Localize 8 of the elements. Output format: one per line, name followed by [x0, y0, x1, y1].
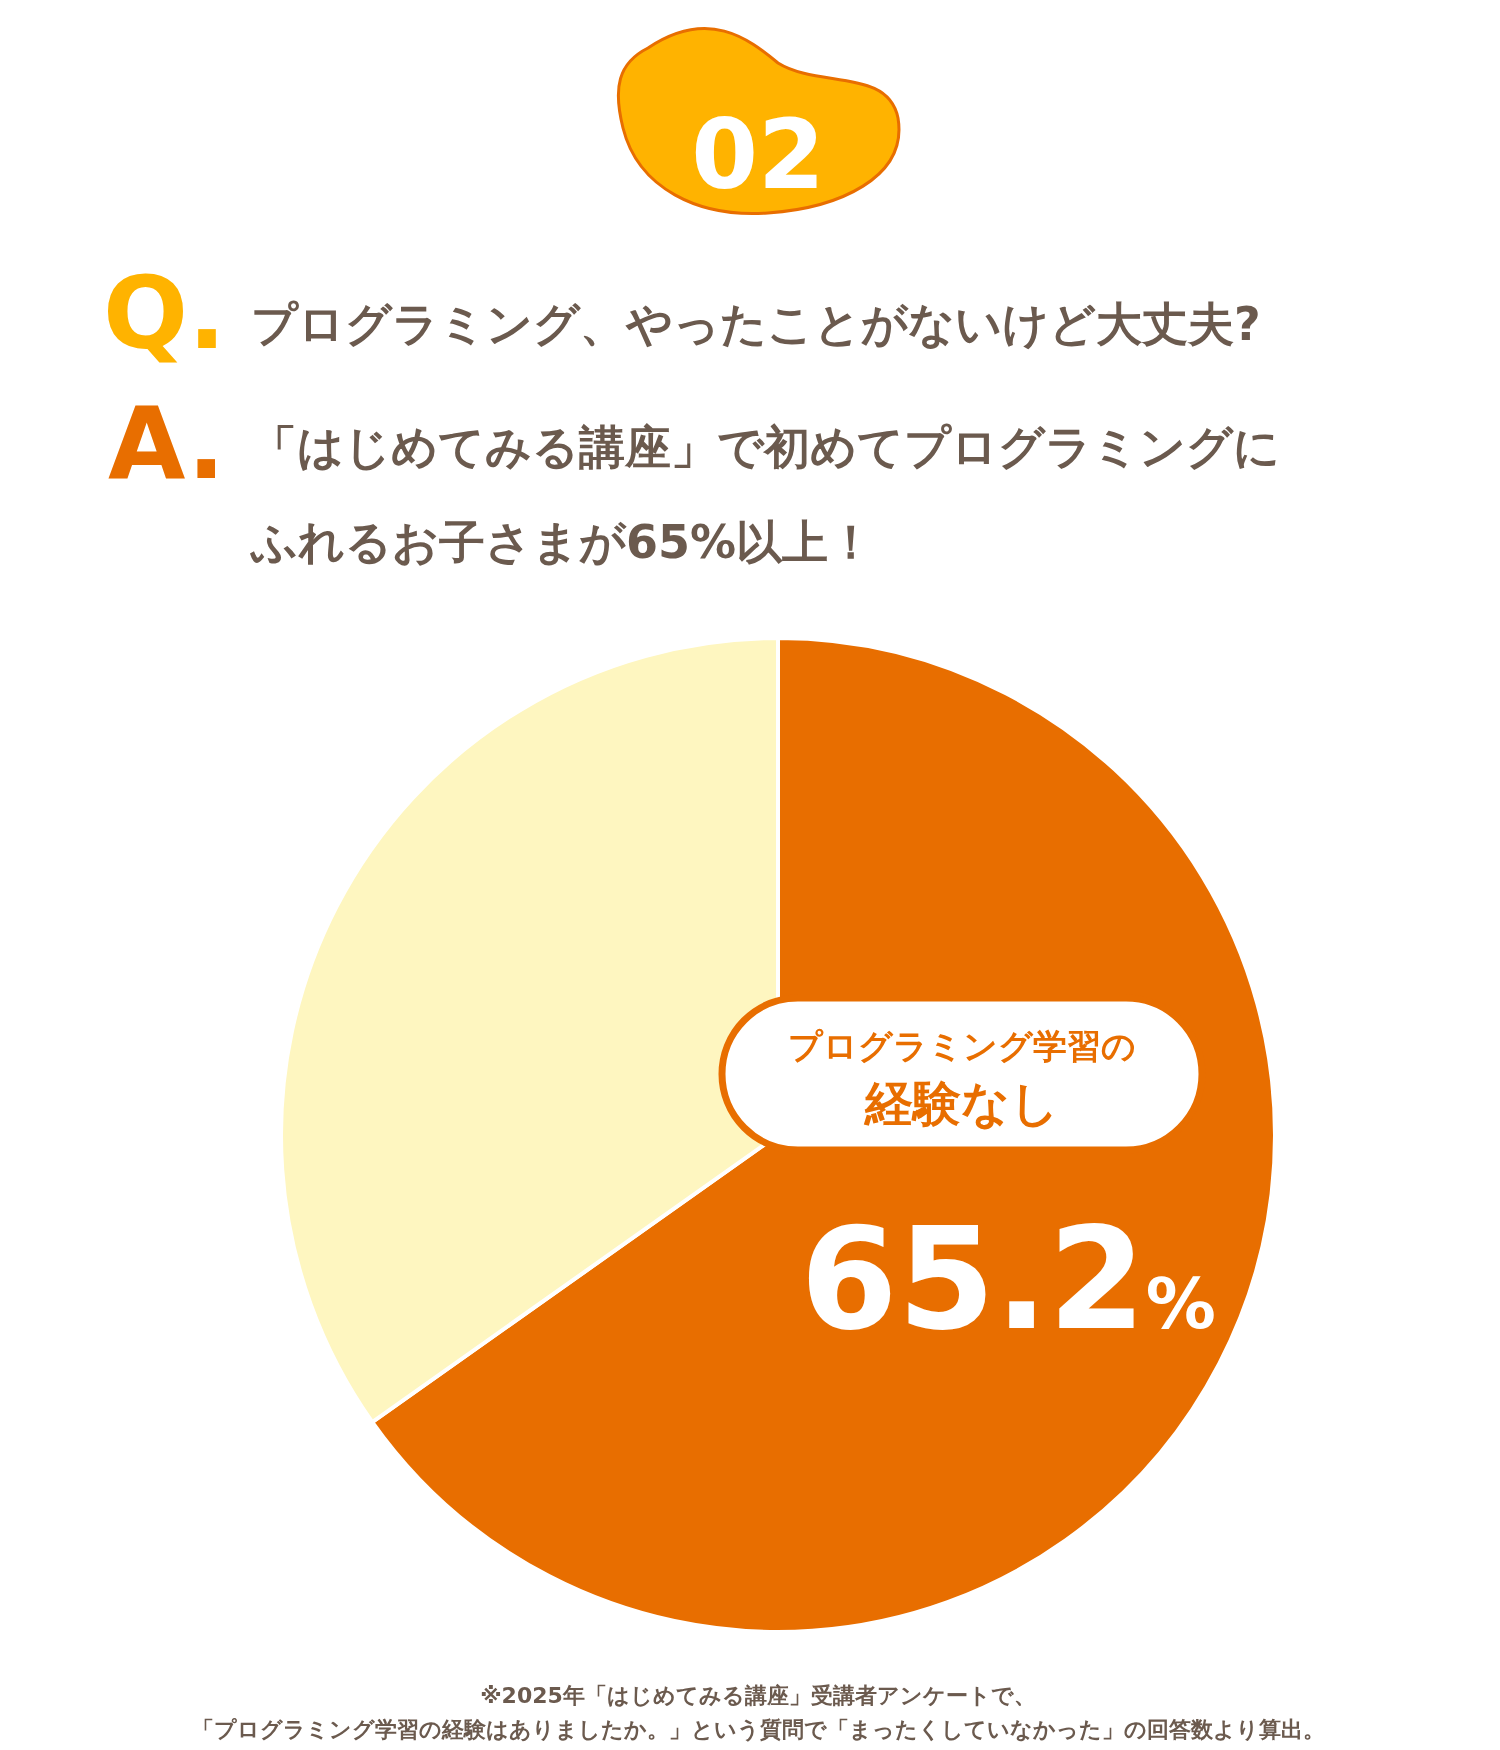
text: A.: [108, 385, 226, 502]
chart-subtitle: 「はじめてみる講座」で初めてプログラミングにふれるお子さまが65%以上！: [249, 420, 1280, 569]
data-label: 65.2%: [800, 1198, 1216, 1361]
text: 02: [691, 99, 825, 211]
slice-label: プログラミング学習の経験なし: [788, 1026, 1136, 1131]
text: ※2025年「はじめてみる講座」受講者アンケートで、「プログラミング学習の経験はありましたか。」という質問で「まったくしていなかった」の回答数より算出。: [191, 1683, 1325, 1742]
chart-title: プログラミング、やったことがないけど大丈夫?: [251, 297, 1261, 351]
text: Q.: [103, 255, 226, 372]
